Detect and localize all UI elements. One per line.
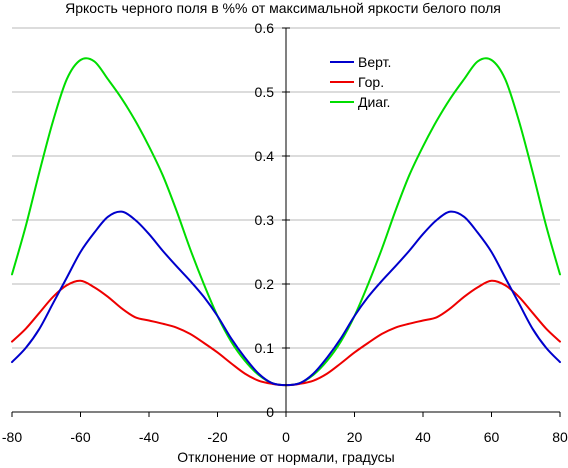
y-tick-label: 0.4: [255, 148, 275, 164]
y-tick-labels: 0 0.1 0.2 0.3 0.4 0.5 0.6: [255, 20, 275, 420]
x-tick-label: 0: [282, 429, 290, 445]
y-tick-label: 0.3: [255, 212, 275, 228]
legend-label: Гор.: [358, 74, 384, 90]
y-tick-label: 0: [266, 404, 274, 420]
x-tick-label: 80: [552, 429, 568, 445]
x-tick-label: -40: [139, 429, 159, 445]
chart-title: Яркость черного поля в %% от максимально…: [65, 0, 501, 16]
x-tick-label: 60: [484, 429, 500, 445]
legend-label: Диаг.: [358, 94, 390, 110]
x-tick-label: 40: [415, 429, 431, 445]
x-tick-label: -80: [2, 429, 22, 445]
y-tick-label: 0.1: [255, 340, 275, 356]
y-tick-label: 0.5: [255, 84, 275, 100]
x-tick-labels: -80 -60 -40 -20 0 20 40 60 80: [2, 429, 568, 445]
y-tick-label: 0.6: [255, 20, 275, 36]
x-tick-label: -20: [207, 429, 227, 445]
x-tick-label: -60: [70, 429, 90, 445]
axes: [11, 27, 561, 417]
x-tick-label: 20: [347, 429, 363, 445]
x-axis-label: Отклонение от нормали, градусы: [177, 449, 394, 465]
legend: Верт. Гор. Диаг.: [330, 54, 391, 110]
legend-label: Верт.: [358, 54, 391, 70]
y-tick-label: 0.2: [255, 276, 275, 292]
